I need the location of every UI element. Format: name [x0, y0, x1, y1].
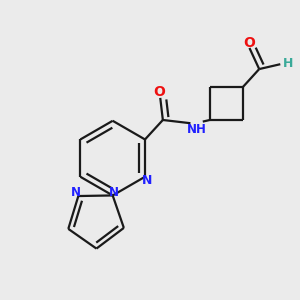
Text: O: O	[243, 36, 255, 50]
Text: N: N	[71, 186, 81, 199]
Text: H: H	[283, 57, 293, 70]
Text: NH: NH	[187, 123, 207, 136]
Text: O: O	[154, 85, 166, 99]
Text: N: N	[109, 186, 119, 199]
Text: N: N	[141, 174, 152, 187]
